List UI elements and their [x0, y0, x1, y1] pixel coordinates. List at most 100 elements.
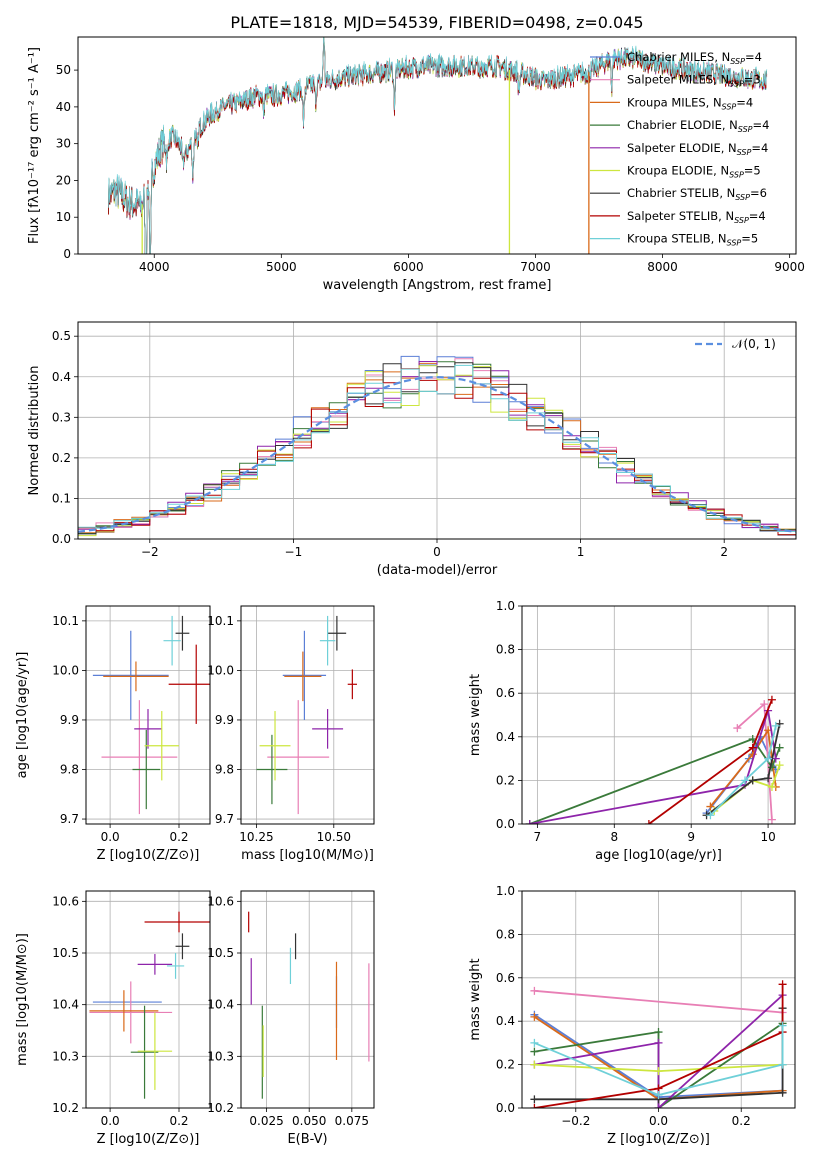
y-tick-label: 0.3 [52, 410, 71, 424]
axes-frame [521, 605, 796, 825]
y-axis-label: mass [log10(M/M⊙)] [15, 933, 30, 1066]
weight-marker-chabrier_elodie [654, 1028, 663, 1037]
x-axis-label: Z [log10(Z/Z⊙)] [97, 848, 200, 863]
weight-line-salpeter_miles [736, 702, 773, 820]
weight-marker-kroupa_stelib [741, 776, 750, 785]
weight-marker-kroupa_elodie [530, 1060, 539, 1069]
x-tick-label: −2 [141, 545, 159, 559]
weight-line-kroupa_stelib [534, 1025, 784, 1096]
histogram-kroupa_stelib [78, 364, 796, 532]
x-tick-label: 8000 [647, 260, 678, 274]
x-tick-label: 0.0 [101, 830, 120, 844]
x-tick-label: 0.0 [101, 1114, 120, 1128]
x-tick-label: 7 [534, 830, 542, 844]
y-tick-label: 10.0 [207, 663, 234, 677]
y-tick-label: 10.4 [52, 998, 79, 1012]
weight-marker-kroupa_elodie [775, 761, 784, 770]
weight-marker-chabrier_elodie [530, 1047, 539, 1056]
x-tick-label: 1 [577, 545, 585, 559]
y-axis-label: age [log10(age/yr)] [15, 652, 30, 779]
y-tick-label: 0.0 [52, 532, 71, 546]
y-tick-label: 0.2 [52, 451, 71, 465]
x-axis-label: E(B-V) [287, 1132, 327, 1147]
x-tick-label: 5000 [266, 260, 297, 274]
y-tick-label: 0.4 [52, 370, 71, 384]
x-tick-label: 10 [760, 830, 775, 844]
spectrum-line-kroupa_stelib [108, 37, 768, 254]
y-axis-label: Normed distribution [27, 366, 42, 496]
x-tick-label: −1 [285, 545, 303, 559]
y-tick-label: 9.8 [215, 763, 234, 777]
weight-marker-salpeter_stelib [644, 820, 653, 824]
y-tick-label: 0.5 [52, 329, 71, 343]
x-tick-label: 0.075 [335, 1114, 369, 1128]
age_vs_mass-panel: 10.25 10.50 9.7 9.8 9.9 10.0 10.1 mass [log10(M… [207, 605, 375, 863]
y-tick-label: 40 [56, 100, 71, 114]
x-axis-label: Z [log10(Z/Z⊙)] [607, 1132, 710, 1147]
x-tick-label: 0 [433, 545, 441, 559]
y-tick-label: 0.8 [496, 927, 515, 941]
x-axis-label: (data-model)/error [377, 563, 498, 578]
y-tick-label: 0.6 [496, 686, 515, 700]
legend-label: Salpeter STELIB, NSSP=4 [627, 209, 766, 225]
y-tick-label: 50 [56, 63, 71, 77]
weight-line-salpeter_elodie [534, 994, 784, 1108]
y-tick-label: 10.5 [52, 946, 79, 960]
weight-marker-salpeter_stelib [778, 980, 787, 989]
y-tick-label: 20 [56, 173, 71, 187]
y-tick-label: 10.4 [207, 998, 234, 1012]
weight-marker-salpeter_stelib [530, 1104, 539, 1108]
weight-line-chabrier_stelib [706, 723, 781, 817]
age_vs_Z-plot-area [92, 615, 210, 815]
weight-line-chabrier_elodie [529, 737, 781, 824]
mass_vs_ebv-plot-area [248, 911, 370, 1099]
residual_hist-plot-area [78, 355, 796, 537]
normal-legend-label: 𝒩(0, 1) [732, 337, 776, 351]
x-axis-label: mass [log10(M/M⊙)] [241, 848, 374, 863]
legend-label: Kroupa ELODIE, NSSP=5 [627, 164, 761, 180]
weight-marker-salpeter_stelib [767, 695, 776, 704]
x-tick-label: −0.2 [561, 1114, 590, 1128]
y-tick-label: 0 [63, 247, 71, 261]
weight-marker-salpeter_miles [733, 724, 742, 733]
y-tick-label: 10 [56, 210, 71, 224]
x-tick-label: 10.25 [239, 830, 273, 844]
axes-frame [77, 36, 797, 255]
axes-frame [85, 605, 211, 825]
legend-label: Salpeter ELODIE, NSSP=4 [627, 141, 768, 157]
weight-marker-salpeter_elodie [654, 1104, 663, 1108]
y-tick-label: 0.8 [496, 643, 515, 657]
weight-marker-salpeter_miles [767, 815, 776, 824]
y-tick-label: 10.1 [52, 614, 79, 628]
y-tick-label: 10.2 [52, 1101, 79, 1115]
y-axis-label: mass weight [468, 674, 483, 756]
y-tick-label: 0.4 [496, 730, 515, 744]
x-tick-label: 10.50 [317, 830, 351, 844]
weight-marker-chabrier_elodie [775, 743, 784, 752]
x-axis-label: wavelength [Angstrom, rest frame] [323, 278, 552, 293]
y-tick-label: 0.0 [496, 1101, 515, 1115]
x-tick-label: 0.050 [292, 1114, 326, 1128]
age_vs_mass-plot-area [256, 615, 357, 815]
axes-frame [85, 890, 211, 1109]
figure-title: PLATE=1818, MJD=54539, FIBERID=0498, z=0… [230, 13, 643, 32]
x-tick-label: 6000 [393, 260, 424, 274]
weight_vs_Z-plot-area [530, 980, 787, 1108]
y-tick-label: 10.0 [52, 663, 79, 677]
y-tick-label: 10.3 [52, 1049, 79, 1063]
weight-marker-kroupa_miles [706, 802, 715, 811]
x-tick-label: 4000 [139, 260, 170, 274]
weight-marker-salpeter_stelib [748, 743, 757, 752]
y-tick-label: 0.1 [52, 491, 71, 505]
spectrum-legend: Chabrier MILES, NSSP=4 Salpeter MILES, NS… [590, 50, 769, 248]
x-tick-label: 9000 [774, 260, 805, 274]
x-tick-label: 0.025 [249, 1114, 283, 1128]
weight-marker-kroupa_elodie [767, 782, 776, 791]
weight-marker-kroupa_stelib [530, 1038, 539, 1047]
legend-label: Chabrier ELODIE, NSSP=4 [627, 118, 769, 134]
y-tick-label: 10.1 [207, 614, 234, 628]
weight-marker-kroupa_stelib [778, 1021, 787, 1030]
weight-marker-kroupa_stelib [778, 1060, 787, 1069]
weight-marker-salpeter_miles [760, 700, 769, 709]
